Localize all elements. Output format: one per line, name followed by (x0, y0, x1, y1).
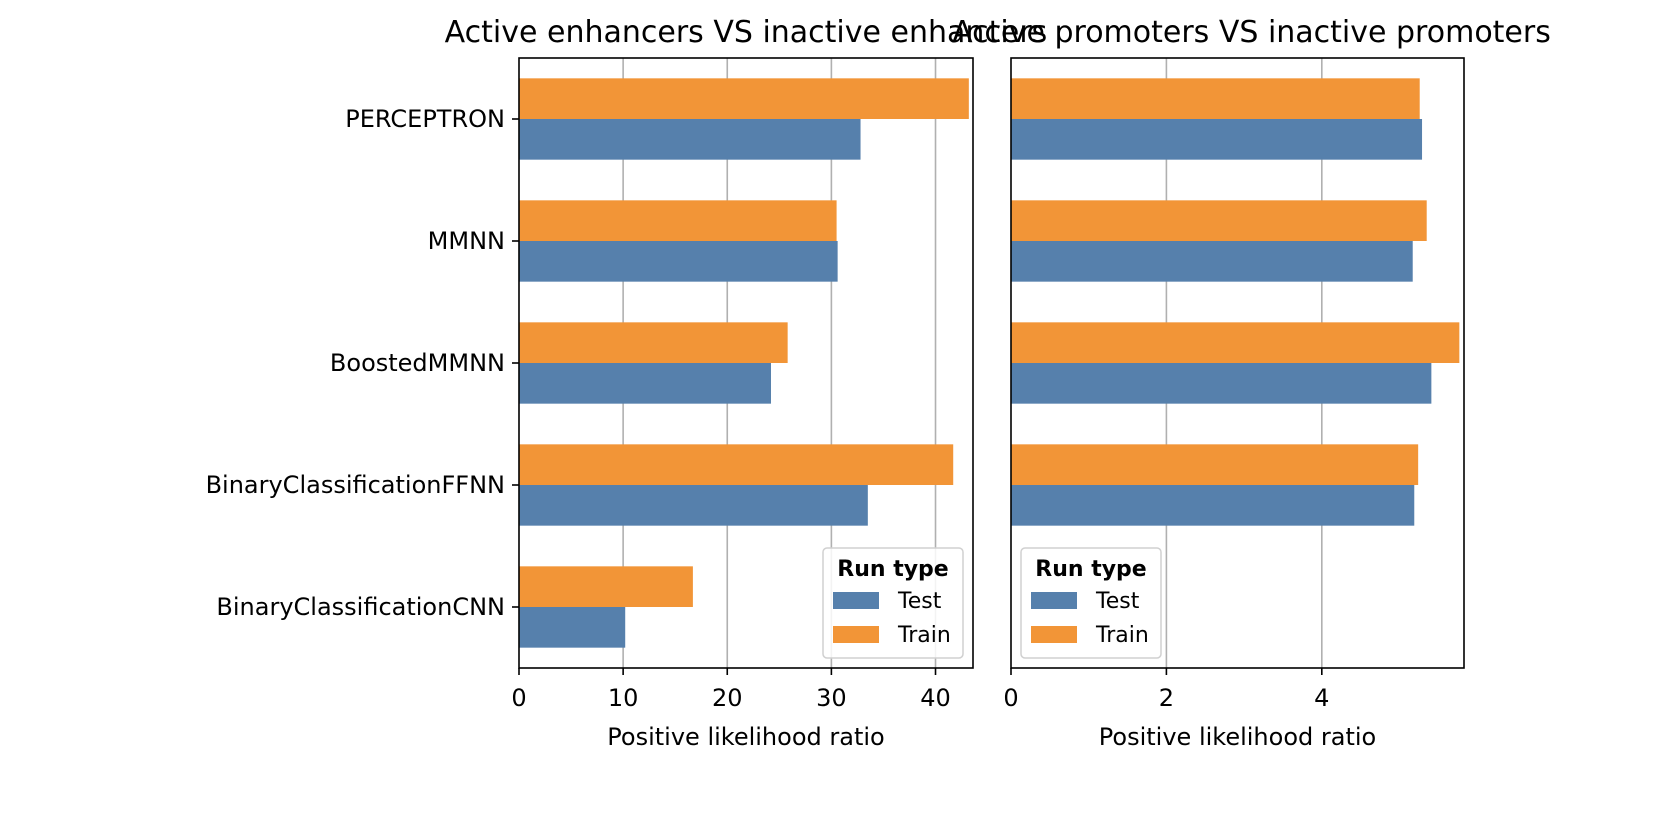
x-tick-label-0: 0 (1003, 684, 1018, 712)
bar-test-perceptron (1011, 119, 1423, 160)
bar-train-binaryclassificationffnn (1011, 444, 1419, 485)
x-tick-label-40: 40 (920, 684, 951, 712)
enhancers-y-ticks: PERCEPTRON MMNN BoostedMMNN BinaryClassific… (206, 105, 519, 621)
y-tick-label-boostedmmnn: BoostedMMNN (330, 349, 505, 377)
y-tick-label-binaryclassificationcnn: BinaryClassificationCNN (216, 593, 505, 621)
enhancers-legend-swatch-test (833, 592, 879, 609)
bar-test-boostedmmnn (519, 363, 771, 404)
bar-train-mmnn (1011, 200, 1427, 241)
bar-test-binaryclassificationffnn (1011, 485, 1415, 526)
y-tick-label-perceptron: PERCEPTRON (345, 105, 505, 133)
x-tick-label-2: 2 (1159, 684, 1174, 712)
bar-train-boostedmmnn (519, 322, 788, 363)
bar-train-perceptron (1011, 78, 1420, 119)
promoters-x-axis-label: Positive likelihood ratio (1099, 723, 1376, 751)
enhancers-panel: 0 10 20 30 40 PERCEPTRON MMNN BoostedMMNN Binar… (206, 15, 1048, 751)
bar-test-mmnn (1011, 241, 1413, 282)
bar-train-mmnn (519, 200, 837, 241)
promoters-legend-title: Run type (1035, 557, 1146, 582)
bar-test-perceptron (519, 119, 861, 160)
bar-train-binaryclassificationcnn (519, 566, 693, 607)
x-tick-label-10: 10 (608, 684, 639, 712)
enhancers-x-axis-label: Positive likelihood ratio (607, 723, 884, 751)
enhancers-chart-title: Active enhancers VS inactive enhancers (445, 15, 1048, 50)
bar-train-perceptron (519, 78, 969, 119)
enhancers-legend-label-train: Train (897, 623, 951, 648)
x-tick-label-30: 30 (816, 684, 847, 712)
promoters-bars (1011, 78, 1460, 526)
x-tick-label-0: 0 (511, 684, 526, 712)
y-tick-label-binaryclassificationffnn: BinaryClassificationFFNN (206, 471, 505, 499)
promoters-panel: 0 2 4 Active promoters VS inactive promote… (952, 15, 1551, 751)
enhancers-bars (519, 78, 969, 648)
promoters-chart-title: Active promoters VS inactive promoters (952, 15, 1551, 50)
enhancers-legend-label-test: Test (897, 589, 942, 614)
promoters-legend-swatch-test (1031, 592, 1077, 609)
bar-test-binaryclassificationcnn (519, 607, 626, 648)
promoters-x-ticks: 0 2 4 (1003, 668, 1329, 712)
promoters-legend: Run type Test Train (1020, 547, 1162, 659)
x-tick-label-20: 20 (712, 684, 743, 712)
bar-test-binaryclassificationffnn (519, 485, 868, 526)
bar-test-boostedmmnn (1011, 363, 1432, 404)
enhancers-legend-title: Run type (837, 557, 948, 582)
promoters-axes-frame (1010, 57, 1465, 669)
bar-train-boostedmmnn (1011, 322, 1460, 363)
x-tick-label-4: 4 (1314, 684, 1329, 712)
enhancers-legend-swatch-train (833, 626, 879, 643)
promoters-legend-label-train: Train (1095, 623, 1149, 648)
promoters-legend-swatch-train (1031, 626, 1077, 643)
bar-train-binaryclassificationffnn (519, 444, 954, 485)
bar-test-mmnn (519, 241, 838, 282)
enhancers-x-ticks: 0 10 20 30 40 (511, 668, 951, 712)
promoters-legend-label-test: Test (1095, 589, 1140, 614)
enhancers-legend: Run type Test Train (822, 547, 964, 659)
y-tick-label-mmnn: MMNN (428, 227, 505, 255)
